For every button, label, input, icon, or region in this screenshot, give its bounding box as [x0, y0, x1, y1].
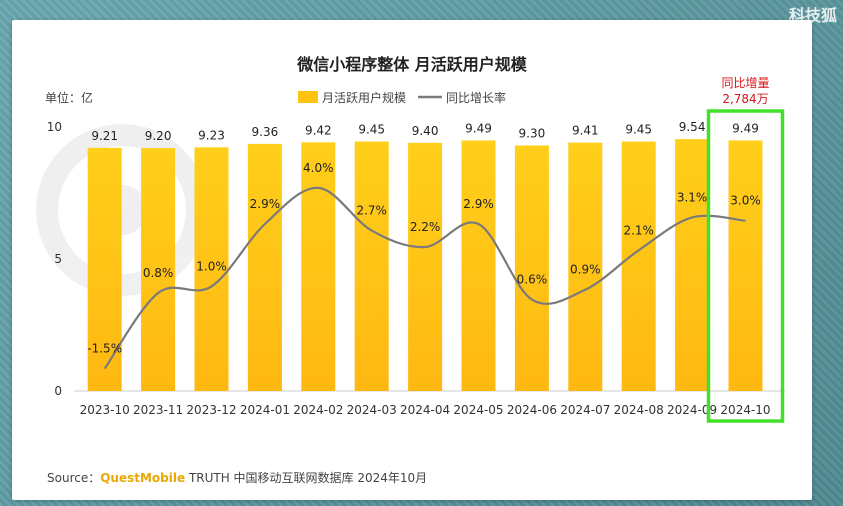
x-tick-label: 2024-02: [293, 403, 343, 417]
bar-value-label: 9.21: [91, 129, 118, 143]
x-tick-label: 2023-12: [186, 403, 236, 417]
source-brand: QuestMobile: [100, 471, 185, 485]
x-tick-label: 2024-09: [667, 403, 717, 417]
bar-2023-11: [141, 148, 176, 391]
growth-value-label: 2.2%: [410, 220, 441, 234]
x-tick-label: 2024-07: [560, 403, 610, 417]
x-tick-label: 2023-10: [80, 403, 130, 417]
bar-2024-03: [354, 141, 389, 391]
bar-value-label: 9.49: [732, 121, 759, 135]
growth-rate-labels: -1.5% 0.8% 1.0% 2.9% 4.0% 2.7% 2.2% 2.9% 0.6% 0.9…: [87, 161, 760, 356]
bar-value-label: 9.42: [305, 123, 332, 137]
y-tick-label: 0: [54, 384, 62, 398]
bar-2023-12: [194, 147, 229, 391]
x-tick-label: 2023-11: [133, 403, 183, 417]
growth-value-label: -1.5%: [87, 342, 122, 356]
bar-value-label: 9.45: [625, 123, 652, 137]
x-tick-label: 2024-03: [347, 403, 397, 417]
bar-value-label: 9.23: [198, 128, 225, 142]
x-axis-ticks: 2023-10 2023-11 2023-12 2024-01 2024-02 2024-…: [80, 403, 771, 417]
bar-value-label: 9.36: [252, 125, 279, 139]
growth-rate-line: [103, 186, 746, 370]
callout-title: 同比增量: [721, 76, 769, 90]
bar-2024-09: [675, 139, 710, 391]
bar-value-label: 9.40: [412, 124, 439, 138]
highlight-box: [706, 109, 785, 423]
bar-value-label: 9.41: [572, 124, 599, 138]
growth-value-label: 2.7%: [356, 204, 387, 218]
callout-value: 2,784万: [722, 92, 768, 106]
legend: 月活跃用户规模 同比增长率: [298, 90, 506, 105]
bar-2024-01: [247, 143, 282, 391]
x-tick-label: 2024-05: [453, 403, 503, 417]
legend-line-label: 同比增长率: [446, 90, 506, 105]
x-tick-label: 2024-10: [720, 403, 770, 417]
growth-value-label: 2.9%: [250, 197, 281, 211]
legend-bar-swatch: [298, 91, 318, 103]
source-rest: TRUTH 中国移动互联网数据库 2024年10月: [185, 470, 427, 485]
bar-2024-06: [514, 145, 549, 391]
unit-label: 单位：亿: [45, 90, 93, 105]
growth-value-label: 3.1%: [677, 190, 708, 204]
bar-2024-10: [728, 140, 763, 391]
y-axis: 0 5 10: [47, 120, 62, 398]
bar-value-label: 9.20: [145, 129, 172, 143]
bar-value-label: 9.45: [358, 123, 385, 137]
chart-title: 微信小程序整体 月活跃用户规模: [296, 55, 528, 74]
bar-2024-04: [408, 142, 443, 391]
x-tick-label: 2024-08: [614, 403, 664, 417]
chart-card: 微信小程序整体 月活跃用户规模 单位：亿 月活跃用户规模 同比增长率 0 5 10 …: [12, 20, 812, 500]
x-tick-label: 2024-06: [507, 403, 557, 417]
growth-value-label: 2.9%: [463, 197, 494, 211]
growth-value-label: 3.0%: [730, 194, 761, 208]
bar-value-label: 9.30: [519, 126, 546, 140]
growth-value-label: 4.0%: [303, 161, 334, 175]
growth-value-label: 1.0%: [196, 259, 227, 273]
x-tick-label: 2024-04: [400, 403, 450, 417]
legend-bar-label: 月活跃用户规模: [322, 90, 406, 105]
bar-value-label: 9.54: [679, 120, 706, 134]
bar-2024-07: [568, 142, 603, 391]
source-prefix: Source：: [47, 471, 100, 485]
y-tick-label: 5: [54, 252, 62, 266]
bars: 9.21 9.20 9.23 9.36 9.42 9.45 9.40 9.49 9.30 9.41…: [87, 120, 763, 391]
bar-2024-08: [621, 141, 656, 391]
source-note: Source：QuestMobile TRUTH 中国移动互联网数据库 2024…: [47, 470, 427, 485]
growth-value-label: 0.8%: [143, 266, 174, 280]
growth-value-label: 2.1%: [623, 223, 654, 237]
bar-value-label: 9.49: [465, 121, 492, 135]
x-tick-label: 2024-01: [240, 403, 290, 417]
y-tick-label: 10: [47, 120, 62, 134]
growth-value-label: 0.6%: [517, 273, 548, 287]
growth-value-label: 0.9%: [570, 263, 601, 277]
chart: 微信小程序整体 月活跃用户规模 单位：亿 月活跃用户规模 同比增长率 0510 …: [36, 55, 785, 485]
bar-2024-02: [301, 142, 336, 391]
bar-2024-05: [461, 140, 496, 391]
